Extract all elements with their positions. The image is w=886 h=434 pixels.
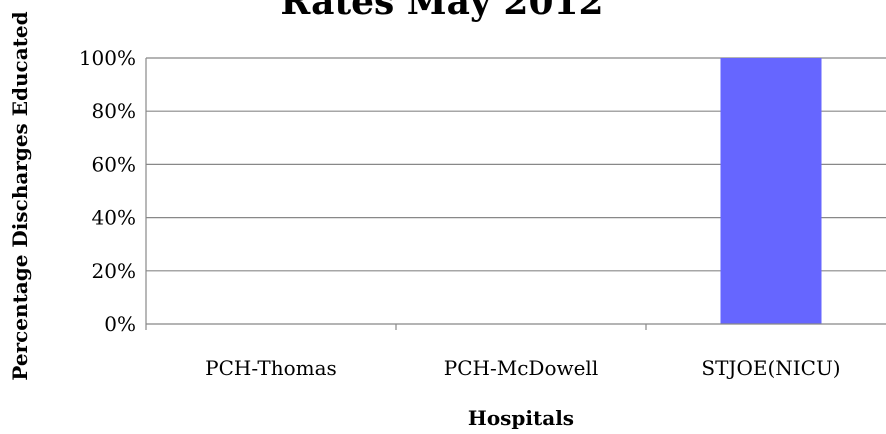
axes xyxy=(145,58,886,330)
x-tick-labels: PCH-Thomas PCH-McDowell STJOE(NICU) xyxy=(205,356,840,380)
y-axis-label: Percentage Discharges Educated xyxy=(8,11,32,380)
x-tick-label: PCH-McDowell xyxy=(444,356,598,380)
y-tick-label: 80% xyxy=(92,99,136,123)
bars xyxy=(720,58,822,324)
x-tick-label: PCH-Thomas xyxy=(205,356,337,380)
chart-title: Rates May 2012 xyxy=(280,0,603,23)
y-tick-label: 40% xyxy=(92,206,136,230)
y-tick-label: 60% xyxy=(92,152,136,176)
bar xyxy=(720,58,822,324)
y-tick-label: 100% xyxy=(79,46,136,70)
x-axis-label: Hospitals xyxy=(468,406,574,430)
y-tick-label: 0% xyxy=(104,312,136,336)
x-tick-label: STJOE(NICU) xyxy=(701,356,840,380)
y-tick-label: 20% xyxy=(92,259,136,283)
y-tick-labels: 0% 20% 40% 60% 80% 100% xyxy=(79,46,136,336)
